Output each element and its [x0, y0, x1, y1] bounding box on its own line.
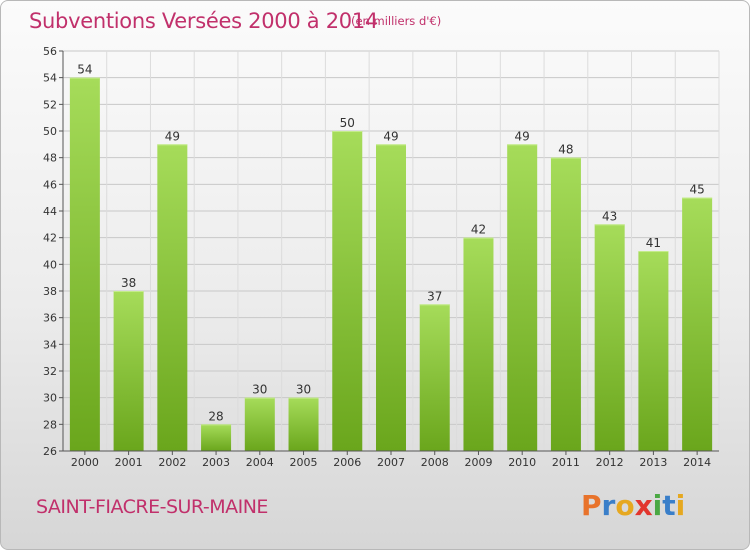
logo-letter: r [601, 489, 616, 522]
bar [288, 397, 319, 451]
data-label: 42 [471, 223, 486, 237]
logo-letter: o [615, 489, 635, 522]
logo-letter: i [652, 489, 663, 522]
x-tick-label: 2012 [596, 456, 624, 469]
axes: 26 28 30 32 34 36 38 40 42 44 46 48 50 52 54 56 2000 2001… [43, 45, 719, 469]
logo-letter: P [581, 489, 602, 522]
data-label: 49 [515, 129, 530, 143]
y-tick-label: 44 [43, 205, 57, 218]
y-tick-label: 34 [43, 338, 57, 351]
bar [594, 224, 625, 451]
x-tick-label: 2010 [508, 456, 536, 469]
data-label: 37 [427, 289, 442, 303]
bar [157, 144, 188, 452]
y-tick-label: 42 [43, 232, 57, 245]
bar [201, 424, 232, 451]
data-label: 28 [208, 409, 223, 423]
logo-letter: i [675, 489, 686, 522]
y-tick-label: 32 [43, 365, 57, 378]
data-label: 49 [165, 129, 180, 143]
bar [69, 77, 100, 452]
bar [376, 144, 406, 452]
y-tick-label: 52 [43, 98, 57, 111]
x-tick-label: 2001 [115, 456, 143, 469]
bar [507, 144, 538, 452]
x-tick-label: 2013 [639, 456, 667, 469]
bar [463, 237, 494, 451]
x-tick-label: 2011 [552, 456, 580, 469]
x-tick-label: 2004 [246, 456, 274, 469]
bar [113, 291, 144, 451]
data-label: 50 [340, 116, 355, 130]
bars [69, 77, 713, 452]
chart-title: Subventions Versées 2000 à 2014 [29, 9, 378, 33]
x-tick-label: 2002 [158, 456, 186, 469]
data-label: 41 [646, 236, 661, 250]
x-tick-label: 2007 [377, 456, 405, 469]
x-tick-label: 2003 [202, 456, 230, 469]
y-tick-label: 56 [43, 45, 57, 58]
data-label: 38 [121, 276, 136, 290]
data-label: 30 [252, 383, 267, 397]
y-tick-label: 28 [43, 418, 57, 431]
y-tick-label: 26 [43, 445, 57, 458]
bar [682, 197, 713, 451]
logo-letter: x [634, 489, 653, 522]
bar [550, 157, 581, 451]
commune-name: SAINT-FIACRE-SUR-MAINE [36, 496, 268, 518]
y-tick-label: 46 [43, 178, 57, 191]
bar [244, 397, 275, 451]
x-tick-label: 2008 [421, 456, 449, 469]
y-tick-label: 48 [43, 152, 57, 165]
proxiti-logo: Proxiti [581, 489, 685, 522]
y-tick-label: 54 [43, 72, 57, 85]
x-tick-label: 2005 [290, 456, 318, 469]
data-label: 54 [77, 63, 92, 77]
data-label: 43 [602, 209, 617, 223]
y-tick-label: 30 [43, 392, 57, 405]
y-tick-label: 38 [43, 285, 57, 298]
bar [332, 131, 363, 451]
data-label: 45 [689, 183, 704, 197]
y-tick-label: 50 [43, 125, 57, 138]
x-tick-label: 2009 [464, 456, 492, 469]
bar [638, 251, 669, 451]
data-label: 48 [558, 143, 573, 157]
logo-letter: t [662, 489, 676, 522]
y-tick-label: 40 [43, 258, 57, 271]
value-labels: 54 38 49 28 30 30 50 49 37 42 49 48 43 41 45 [77, 63, 705, 424]
chart-subtitle: (en milliers d'€) [351, 14, 442, 28]
data-label: 49 [383, 129, 398, 143]
x-tick-label: 2014 [683, 456, 711, 469]
bar [419, 304, 450, 451]
y-tick-label: 36 [43, 312, 57, 325]
x-tick-label: 2006 [333, 456, 361, 469]
x-tick-label: 2000 [71, 456, 99, 469]
data-label: 30 [296, 383, 311, 397]
